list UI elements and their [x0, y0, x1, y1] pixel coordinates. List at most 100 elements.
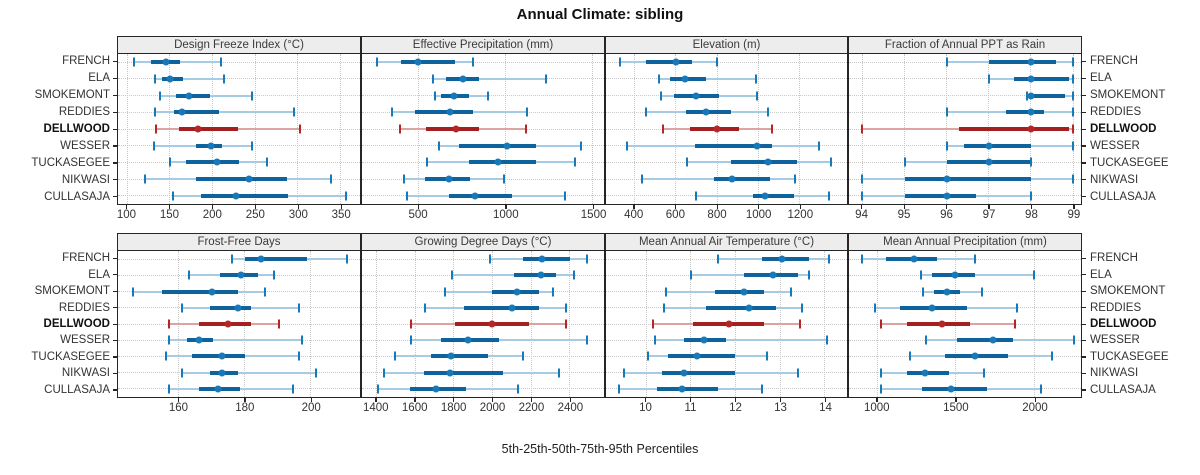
whisker-cap — [983, 368, 986, 378]
whisker-cap — [860, 254, 863, 264]
site-label-right-dellwood: DELLWOOD — [1090, 123, 1157, 135]
site-label-left-wesser: WESSER — [60, 334, 110, 347]
x-tick-label: 12 — [729, 402, 742, 414]
median-dot — [245, 175, 253, 183]
whisker-cap — [793, 174, 796, 184]
whisker-cap — [1072, 335, 1075, 345]
iqr-bar — [1005, 110, 1044, 115]
median-dot — [213, 158, 221, 166]
whisker-cap — [278, 319, 281, 329]
x-axis-tick — [375, 398, 377, 402]
whisker-cap — [450, 270, 453, 280]
median-dot — [195, 336, 203, 344]
x-axis-caption: 5th-25th-50th-75th-95th Percentiles — [501, 442, 699, 456]
x-axis-tick — [254, 205, 257, 209]
median-dot — [194, 125, 202, 133]
site-label-right-tuckasegee: TUCKASEGEE — [1090, 350, 1169, 363]
x-tick-label: 500 — [408, 209, 428, 221]
whisker-cap — [1072, 57, 1074, 67]
median-dot — [234, 304, 242, 312]
whisker-cap — [586, 254, 589, 264]
median-dot — [769, 271, 777, 279]
whisker-cap — [1029, 157, 1032, 167]
whisker-cap — [230, 254, 233, 264]
whisker-cap — [558, 368, 561, 378]
whisker-cap — [586, 335, 589, 345]
site-label-right-french: FRENCH — [1090, 55, 1138, 68]
site-label-left-cullasaja: CULLASAJA — [44, 190, 110, 203]
iqr-bar — [210, 305, 252, 310]
whisker-cap — [980, 287, 983, 297]
whisker-cap — [293, 107, 296, 117]
whisker-cap — [488, 254, 491, 264]
x-axis-tick — [492, 398, 494, 402]
median-dot — [943, 192, 951, 200]
median-dot — [764, 158, 772, 166]
site-label-right-nikwasi: NIKWASI — [1090, 367, 1139, 380]
x-tick-label: 150 — [159, 209, 179, 221]
whisker-cap — [406, 191, 409, 201]
y-axis-tick — [1082, 94, 1086, 97]
y-axis-tick — [1082, 372, 1086, 375]
x-axis-tick — [593, 205, 595, 209]
whisker-cap — [801, 303, 804, 313]
x-axis-tick — [453, 398, 455, 402]
median-dot — [503, 142, 510, 150]
iqr-bar — [463, 305, 539, 310]
whisker-cap — [250, 91, 253, 101]
site-label-right-nikwasi: NIKWASI — [1090, 173, 1139, 186]
x-tick-label: 1500 — [943, 402, 969, 414]
iqr-bar — [959, 127, 1069, 131]
median-dot — [989, 336, 997, 344]
whisker-cap — [770, 124, 773, 134]
whisker-cap — [502, 174, 505, 184]
median-dot — [740, 288, 748, 296]
x-axis-tick — [211, 205, 214, 209]
whisker-cap — [222, 74, 225, 84]
iqr-bar — [513, 273, 557, 278]
x-tick-label: 1000 — [863, 402, 890, 414]
whisker-cap — [945, 107, 948, 117]
whisker-cap — [544, 74, 547, 84]
x-axis-tick — [530, 398, 533, 402]
whisker-cap — [880, 368, 883, 378]
x-tick-label: 1000 — [493, 209, 519, 221]
whisker-cap — [1072, 74, 1074, 84]
iqr-bar — [1030, 93, 1065, 98]
y-axis-tick — [1082, 356, 1086, 358]
x-axis-tick — [414, 398, 416, 402]
median-dot — [753, 142, 761, 150]
whisker-cap — [808, 270, 811, 280]
y-axis-tick — [1082, 179, 1086, 181]
x-axis-tick — [758, 205, 760, 209]
site-label-right-reddies: REDDIES — [1090, 301, 1142, 314]
x-axis-tick — [1034, 398, 1036, 402]
whisker-cap — [552, 287, 555, 297]
whisker-cap — [716, 57, 719, 67]
whisker-cap — [133, 57, 136, 67]
whisker-cap — [291, 384, 294, 394]
whisker-cap — [516, 384, 519, 394]
x-axis-tick — [946, 205, 948, 209]
whisker-cap — [1072, 174, 1074, 184]
median-dot — [910, 255, 918, 263]
whisker-cap — [522, 351, 525, 361]
whisker-cap — [376, 384, 379, 394]
whisker-cap — [686, 157, 689, 167]
y-axis-tick — [1082, 111, 1086, 113]
median-dot — [162, 58, 170, 66]
x-axis-tick — [1073, 205, 1075, 209]
x-tick-label: 2000 — [1022, 402, 1048, 414]
iqr-bar — [401, 60, 456, 65]
whisker-cap — [987, 74, 990, 84]
median-dot — [681, 75, 689, 83]
median-dot — [513, 288, 521, 296]
panel-plot-mean-annual-air-temperature-c — [605, 250, 848, 398]
x-tick-label: 1200 — [787, 209, 814, 221]
y-axis-tick — [1082, 339, 1086, 342]
whisker-cap — [402, 174, 405, 184]
y-axis-tick — [113, 323, 117, 325]
whisker-cap — [250, 141, 253, 151]
y-axis-tick — [1082, 323, 1086, 325]
